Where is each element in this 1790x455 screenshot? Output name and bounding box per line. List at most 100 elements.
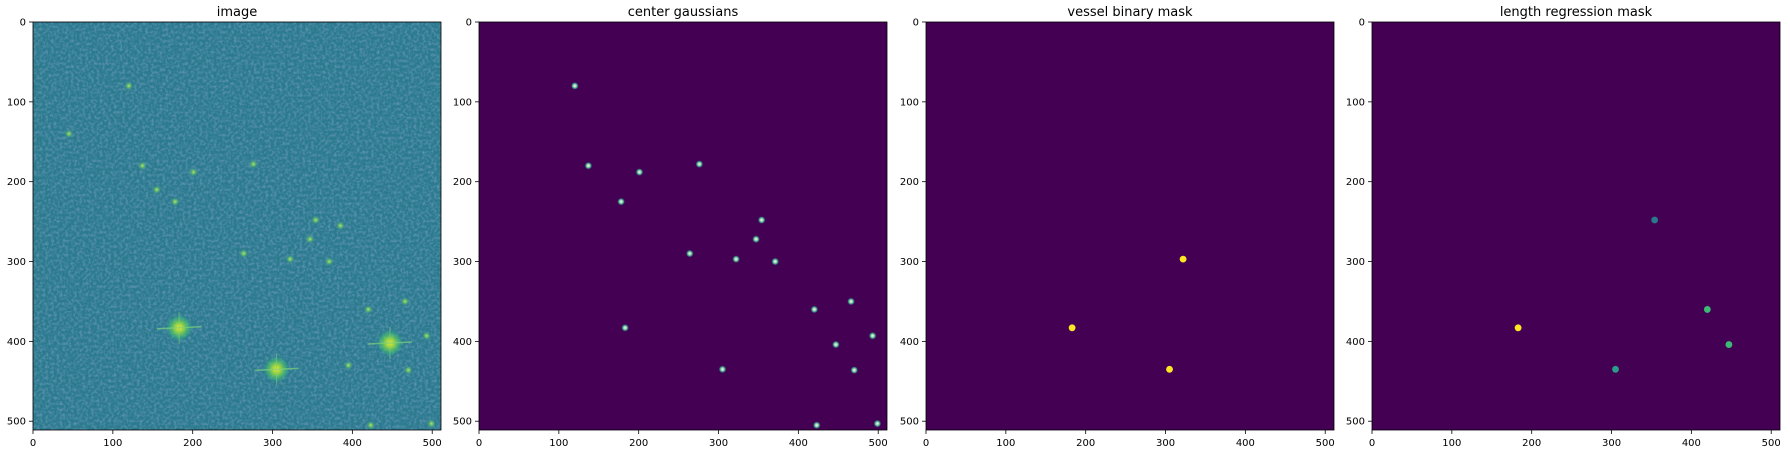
x-tick-label: 300 [1602, 438, 1621, 449]
y-tick-label: 400 [1346, 337, 1365, 348]
heatmap-noise [33, 22, 441, 430]
heatmap-background [1372, 22, 1780, 430]
plot-frame [478, 21, 888, 431]
x-tick-label: 200 [1076, 438, 1095, 449]
gaussian-point [847, 297, 856, 306]
x-tick-label: 400 [1682, 438, 1701, 449]
image-spot [151, 184, 162, 195]
image-spot [310, 215, 321, 226]
mask-point [1725, 341, 1733, 348]
chart-title: length regression mask [1500, 5, 1653, 20]
y-tick-label: 500 [1346, 417, 1365, 428]
y-tick-label: 0 [20, 18, 26, 29]
y-tick-label: 200 [453, 177, 472, 188]
x-tick-label: 100 [996, 438, 1015, 449]
y-tick-label: 400 [453, 337, 472, 348]
chart-title: center gaussians [628, 5, 739, 20]
x-tick-label: 400 [1236, 438, 1255, 449]
image-spot [170, 196, 181, 207]
x-tick-label: 100 [549, 438, 568, 449]
plot-frame [32, 21, 442, 431]
gaussian-point [831, 340, 840, 349]
image-spot [137, 160, 148, 171]
x-tick-label: 500 [1316, 438, 1335, 449]
image-spot [403, 365, 414, 376]
x-tick-label: 400 [789, 438, 808, 449]
image-spot [365, 420, 376, 431]
y-tick-label: 100 [1346, 97, 1365, 108]
x-tick-label: 500 [423, 438, 442, 449]
gaussian-point [850, 366, 859, 375]
gaussian-point [617, 197, 626, 206]
image-spot [305, 234, 316, 245]
x-tick-label: 100 [1442, 438, 1461, 449]
image-spot [421, 330, 432, 341]
x-tick-label: 200 [1522, 438, 1541, 449]
gaussian-point [810, 305, 819, 314]
chart-title: image [217, 5, 258, 20]
y-tick-label: 200 [1346, 177, 1365, 188]
y-tick-label: 400 [900, 337, 919, 348]
y-tick-label: 300 [900, 257, 919, 268]
y-tick-label: 0 [1359, 18, 1365, 29]
x-tick-label: 300 [709, 438, 728, 449]
plot-frame [925, 21, 1335, 431]
gaussian-point [635, 168, 644, 177]
mask-point [1612, 365, 1619, 373]
gaussian-point [873, 419, 882, 428]
gaussian-point [752, 235, 761, 244]
chart-panel-3: vessel binary mask 0 100 200 300 400 500 0 100 20… [900, 5, 1335, 449]
image-spot [238, 248, 249, 259]
gaussian-point [868, 331, 877, 340]
chart-title: vessel binary mask [1067, 5, 1193, 20]
x-tick-label: 0 [476, 438, 482, 449]
mask-point [1179, 255, 1187, 263]
x-tick-label: 0 [1369, 438, 1375, 449]
y-tick-label: 400 [7, 337, 26, 348]
y-tick-label: 0 [913, 18, 919, 29]
y-tick-label: 100 [900, 97, 919, 108]
chart-panel-1: image 0 100 200 300 400 500 0 100 200 300 400 500 [7, 5, 442, 449]
x-tick-label: 400 [343, 438, 362, 449]
image-spot [188, 167, 199, 178]
image-spot [324, 256, 335, 267]
y-tick-label: 100 [7, 97, 26, 108]
image-spot [285, 254, 296, 265]
image-spot [248, 159, 259, 170]
gaussian-point [771, 257, 780, 266]
image-spot [63, 128, 74, 139]
y-tick-label: 500 [900, 417, 919, 428]
x-tick-label: 200 [629, 438, 648, 449]
y-tick-label: 0 [466, 18, 472, 29]
y-tick-label: 300 [7, 257, 26, 268]
gaussian-point [685, 249, 694, 258]
x-tick-label: 300 [1156, 438, 1175, 449]
x-tick-label: 200 [183, 438, 202, 449]
gaussian-point [621, 323, 630, 332]
x-tick-label: 0 [30, 438, 36, 449]
y-tick-label: 500 [453, 417, 472, 428]
plot-frame [1371, 21, 1781, 431]
gaussian-point [757, 216, 766, 225]
chart-panel-4: length regression mask 0 100 200 300 400 500 0 1… [1346, 5, 1781, 449]
y-tick-label: 200 [7, 177, 26, 188]
image-spot [335, 220, 346, 231]
mask-point [1651, 216, 1659, 224]
chart-panel-2: center gaussians 0 100 200 300 400 500 0 100 200 3… [453, 5, 888, 449]
gaussian-point [584, 161, 593, 170]
y-tick-label: 200 [900, 177, 919, 188]
image-spot [363, 304, 374, 315]
image-spot [343, 360, 354, 371]
x-tick-label: 100 [103, 438, 122, 449]
image-spot [400, 296, 411, 307]
heatmap-background [926, 22, 1334, 430]
x-tick-label: 500 [869, 438, 888, 449]
image-spot [426, 418, 437, 429]
mask-point [1166, 365, 1173, 373]
x-tick-label: 500 [1762, 438, 1781, 449]
image-spot [123, 80, 134, 91]
gaussian-point [732, 255, 741, 264]
gaussian-point [695, 160, 704, 169]
y-tick-label: 300 [1346, 257, 1365, 268]
